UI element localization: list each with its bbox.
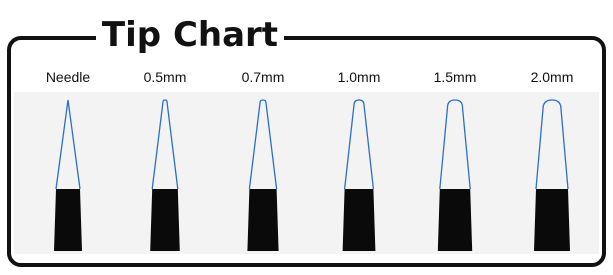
tip-label: 2.0mm bbox=[531, 69, 574, 85]
page: Tip Chart Needle 0.5mm 0.7mm 1.0mm 1.5mm 2.0m… bbox=[0, 0, 613, 275]
title: Tip Chart bbox=[102, 15, 278, 55]
tip-body bbox=[247, 189, 278, 251]
tip-chart: Tip Chart Needle 0.5mm 0.7mm 1.0mm 1.5mm 2.0m… bbox=[0, 0, 613, 275]
tip-label: 0.5mm bbox=[144, 69, 187, 85]
tip-body bbox=[343, 189, 376, 251]
tip-body bbox=[534, 189, 570, 251]
tip-label: 1.5mm bbox=[434, 69, 477, 85]
tip-body bbox=[438, 189, 472, 251]
tip-label: 1.0mm bbox=[338, 69, 381, 85]
tip-band bbox=[14, 92, 599, 254]
tip-body bbox=[150, 189, 180, 251]
tip-body bbox=[54, 189, 82, 251]
tip-label: 0.7mm bbox=[242, 69, 285, 85]
tip-label: Needle bbox=[46, 69, 91, 85]
